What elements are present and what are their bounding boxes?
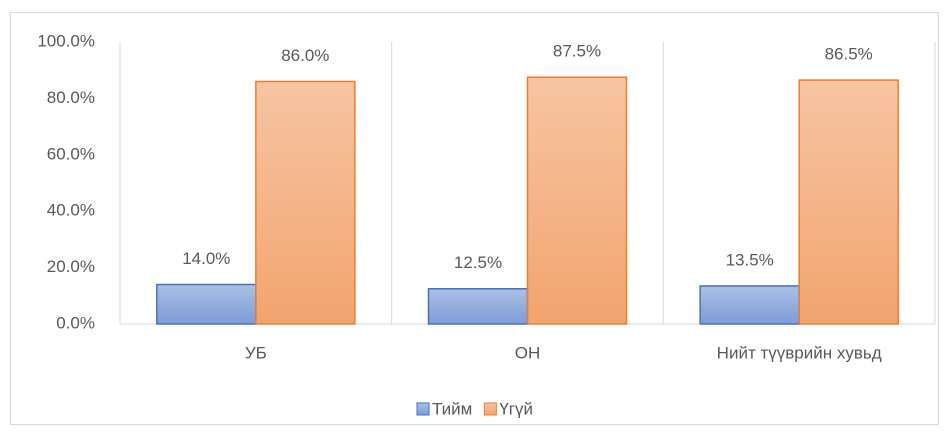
y-tick-label: 0.0% [56, 313, 95, 332]
bar [526, 76, 628, 325]
chart-border [10, 12, 939, 425]
x-tick-label: Нийт түүврийн хувьд [717, 343, 882, 362]
bar [699, 285, 800, 325]
data-label: 86.5% [825, 45, 873, 64]
data-label: 14.0% [182, 249, 230, 268]
y-tick-label: 20.0% [47, 257, 95, 276]
y-tick-label: 80.0% [47, 88, 95, 107]
bar [156, 283, 257, 325]
data-label: 13.5% [726, 250, 774, 269]
bar [255, 80, 356, 325]
legend-swatch [416, 402, 430, 416]
y-tick-label: 40.0% [47, 201, 95, 220]
y-tick-label: 100.0% [37, 31, 95, 50]
legend-item: Тийм [416, 399, 472, 418]
legend-item: Үгүй [483, 399, 533, 418]
x-tick-label: УБ [245, 343, 267, 362]
legend-label: Тийм [432, 399, 472, 418]
bar [427, 288, 529, 325]
legend-label: Үгүй [499, 399, 533, 418]
legend: Тийм Үгүй [416, 399, 533, 418]
data-label: 86.0% [281, 46, 329, 65]
y-tick-label: 60.0% [47, 144, 95, 163]
data-label: 87.5% [553, 42, 601, 61]
legend-swatch [483, 402, 497, 416]
bar [798, 79, 899, 325]
x-tick-label: ОН [515, 343, 541, 362]
data-label: 12.5% [454, 253, 502, 272]
